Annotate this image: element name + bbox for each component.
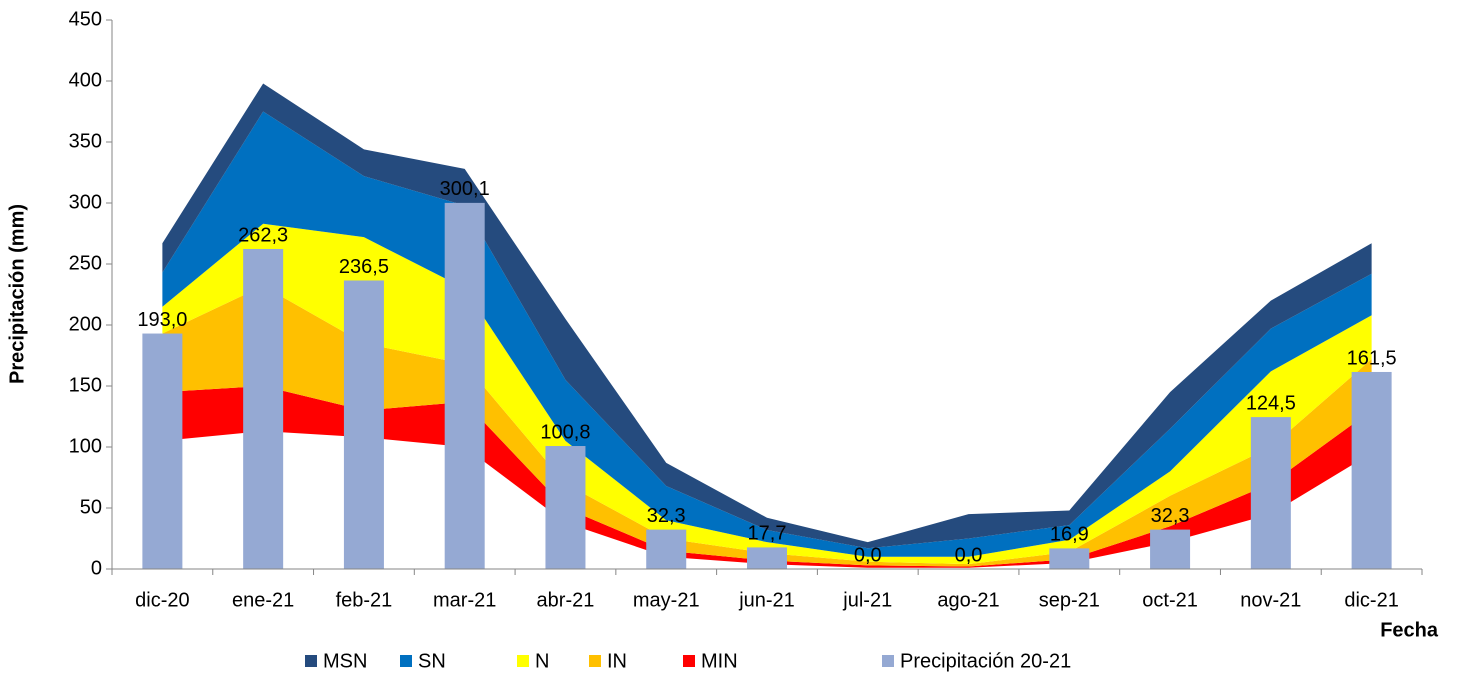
x-tick-label: dic-21	[1344, 589, 1398, 611]
legend-swatch	[882, 655, 894, 667]
legend-swatch	[589, 655, 601, 667]
data-label: 161,5	[1347, 347, 1397, 369]
bar	[444, 202, 485, 570]
x-tick-label: sep-21	[1039, 589, 1100, 611]
y-tick-label: 350	[69, 130, 102, 152]
bar	[747, 547, 787, 569]
x-axis-label: Fecha	[1380, 619, 1439, 641]
x-tick-label: ene-21	[232, 589, 294, 611]
data-label: 0,0	[854, 544, 882, 566]
x-tick-label: ago-21	[937, 589, 999, 611]
x-tick-label: dic-20	[135, 589, 189, 611]
y-tick-label: 450	[69, 8, 102, 30]
x-tick-label: mar-21	[433, 589, 496, 611]
y-tick-label: 50	[80, 496, 102, 518]
x-tick-label: feb-21	[336, 589, 393, 611]
bar	[646, 529, 687, 569]
x-tick-label: jun-21	[738, 589, 795, 611]
legend-label: N	[535, 650, 549, 672]
legend-label: Precipitación 20-21	[900, 650, 1071, 672]
data-label: 262,3	[238, 224, 288, 246]
bar	[142, 333, 183, 569]
legend-label: MIN	[701, 650, 738, 672]
data-label: 0,0	[955, 544, 983, 566]
data-label: 32,3	[647, 505, 686, 527]
y-tick-label: 300	[69, 191, 102, 213]
legend-swatch	[305, 655, 317, 667]
y-tick-label: 0	[91, 557, 102, 579]
x-tick-label: abr-21	[537, 589, 595, 611]
y-tick-label: 250	[69, 252, 102, 274]
bar	[1351, 371, 1392, 569]
bar	[1250, 417, 1291, 569]
y-tick-label: 400	[69, 69, 102, 91]
x-tick-label: nov-21	[1240, 589, 1301, 611]
bar	[343, 280, 384, 569]
x-tick-label: oct-21	[1142, 589, 1198, 611]
data-label: 17,7	[748, 523, 787, 545]
bar	[243, 248, 284, 569]
y-axis-label: Precipitación (mm)	[6, 204, 28, 384]
y-tick-label: 200	[69, 313, 102, 335]
data-label: 193,0	[137, 309, 187, 331]
legend-label: MSN	[323, 650, 367, 672]
legend-swatch	[683, 655, 695, 667]
data-label: 124,5	[1246, 392, 1296, 414]
y-tick-label: 100	[69, 435, 102, 457]
data-label: 236,5	[339, 256, 389, 278]
x-tick-label: may-21	[633, 589, 700, 611]
area	[162, 285, 1372, 567]
bar	[545, 446, 586, 569]
legend-label: SN	[418, 650, 446, 672]
data-label: 100,8	[540, 421, 590, 443]
data-label: 300,1	[440, 178, 490, 200]
legend-swatch	[517, 655, 529, 667]
y-tick-label: 150	[69, 374, 102, 396]
bar	[1049, 548, 1090, 569]
x-tick-label: jul-21	[842, 589, 892, 611]
legend-swatch	[400, 655, 412, 667]
legend-label: IN	[607, 650, 627, 672]
data-label: 16,9	[1050, 524, 1089, 546]
data-label: 32,3	[1151, 505, 1190, 527]
area	[162, 83, 1372, 549]
bar	[1150, 529, 1191, 569]
